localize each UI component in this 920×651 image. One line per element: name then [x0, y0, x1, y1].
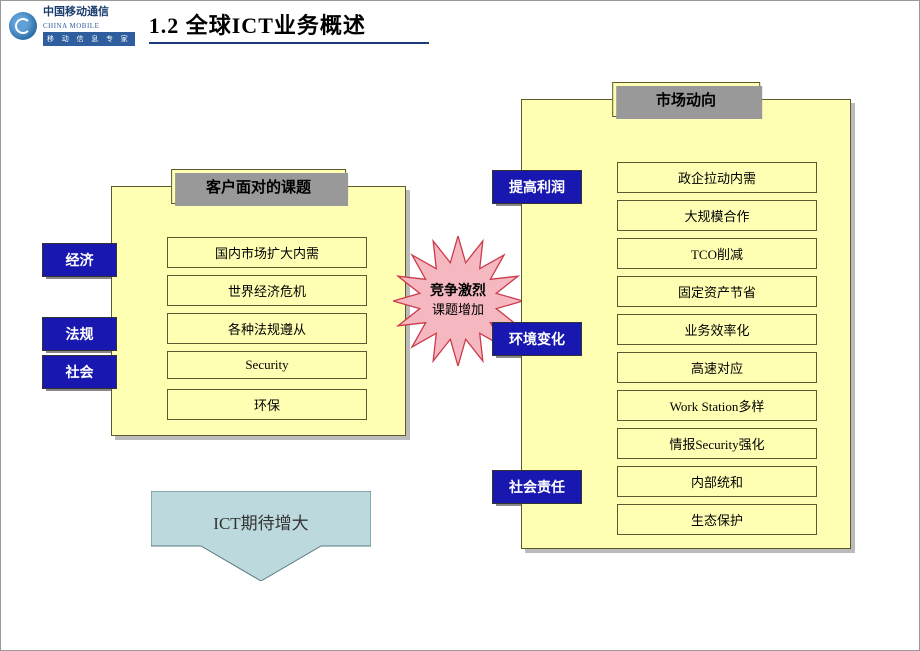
left-panel: 客户面对的课题 经济法规社会 国内市场扩大内需世界经济危机各种法规遵从Secur…: [111, 186, 406, 436]
starburst-text: 竞争激烈 课题增加: [430, 283, 486, 318]
ict-arrow-text: ICT期待增大: [151, 491, 371, 534]
right-item: 业务效率化: [617, 314, 817, 345]
left-item: 国内市场扩大内需: [167, 237, 367, 268]
right-item: 大规模合作: [617, 200, 817, 231]
left-item: 各种法规遵从: [167, 313, 367, 344]
right-category-label: 社会责任: [492, 470, 582, 504]
left-category-label: 经济: [42, 243, 117, 277]
right-item: 高速对应: [617, 352, 817, 383]
right-panel: 市场动向 提高利润环境变化社会责任 政企拉动内需大规模合作TCO削减固定资产节省…: [521, 99, 851, 549]
logo-footer: 移 动 信 息 专 家: [43, 32, 135, 46]
right-category-label: 提高利润: [492, 170, 582, 204]
slide-body: 客户面对的课题 经济法规社会 国内市场扩大内需世界经济危机各种法规遵从 Secur…: [1, 51, 919, 650]
right-item: 内部统和: [617, 466, 817, 497]
left-item: Security: [167, 351, 367, 379]
slide-header: 中国移动通信 CHINA MOBILE 移 动 信 息 专 家 1.2 全球IC…: [1, 1, 919, 51]
title-underline: [149, 42, 429, 44]
right-item: Work Station多样: [617, 390, 817, 421]
ict-arrow-box: ICT期待增大: [151, 491, 371, 581]
slide-title: 1.2 全球ICT业务概述: [149, 8, 919, 40]
right-item: 政企拉动内需: [617, 162, 817, 193]
right-item: 情报Security强化: [617, 428, 817, 459]
left-item: 世界经济危机: [167, 275, 367, 306]
logo-icon: [9, 12, 37, 40]
left-category-label: 法规: [42, 317, 117, 351]
left-category-label: 社会: [42, 355, 117, 389]
left-item: 环保: [167, 389, 367, 420]
right-item: 生态保护: [617, 504, 817, 535]
right-category-label: 环境变化: [492, 322, 582, 356]
china-mobile-logo: 中国移动通信 CHINA MOBILE 移 动 信 息 专 家: [9, 6, 135, 45]
right-panel-title: 市场动向: [612, 82, 760, 117]
logo-text-cn: 中国移动通信 CHINA MOBILE: [43, 6, 135, 30]
left-panel-title: 客户面对的课题: [171, 169, 347, 204]
right-item: 固定资产节省: [617, 276, 817, 307]
right-item: TCO削减: [617, 238, 817, 269]
